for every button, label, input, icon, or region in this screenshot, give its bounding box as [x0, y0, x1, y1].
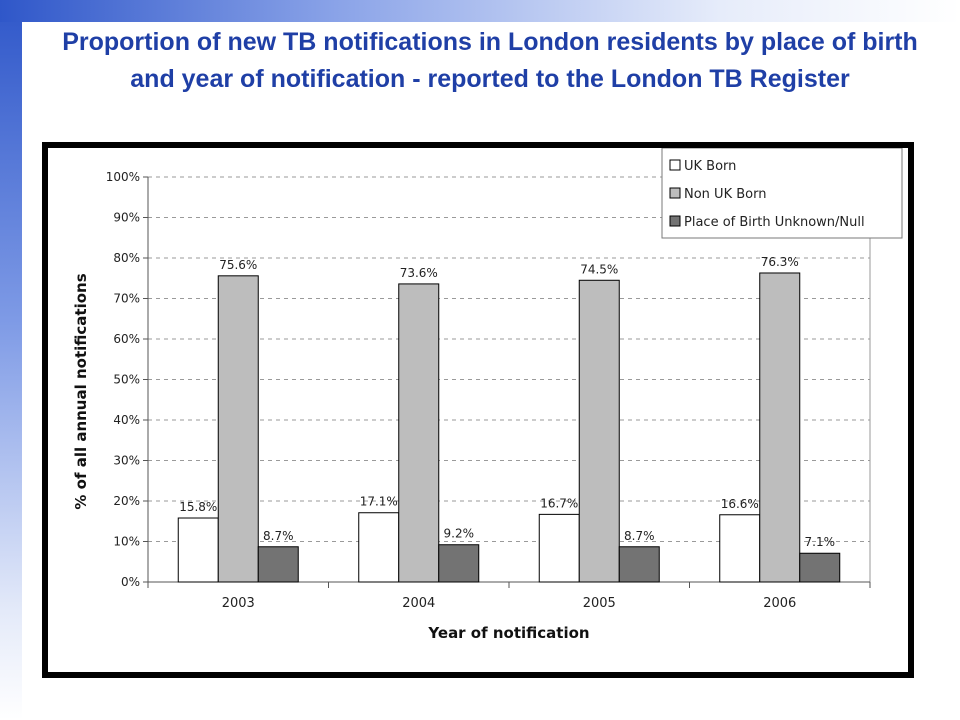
bar-place-of-birth-unknown-null-2005: [618, 546, 660, 583]
data-label-uk-born-2005: 16.7%: [540, 496, 578, 510]
bar-place-of-birth-unknown-null-2004: [438, 544, 480, 583]
bar-place-of-birth-unknown-null-2006: [799, 552, 841, 583]
slide-top-accent-bar: [0, 0, 960, 22]
x-tick-label: 2004: [402, 596, 435, 611]
bar-non-uk-born-2003: [217, 275, 259, 583]
y-tick-label: 100%: [106, 170, 140, 184]
chart-bars: [177, 272, 841, 583]
x-axis-title: Year of notification: [427, 624, 589, 642]
bar-uk-born-2006: [719, 514, 761, 583]
bar-place-of-birth-unknown-null-2003: [257, 546, 299, 583]
data-label-non-uk-born-2003: 75.6%: [219, 258, 257, 272]
data-label-uk-born-2004: 17.1%: [360, 495, 398, 509]
y-axis-title: % of all annual notifications: [72, 273, 90, 509]
bar-chart: 0% 10% 20% 30% 40% 50% 60% 70% 80% 90% 100% 15.8% 7…: [48, 148, 908, 672]
bar-uk-born-2004: [358, 512, 400, 583]
chart-labels: 15.8% 75.6% 8.7% 2003 17.1% 73.6% 9.2% 2004 16.7…: [72, 255, 835, 642]
y-tick-label: 70%: [113, 292, 140, 306]
bar-non-uk-born-2006: [759, 272, 801, 583]
y-tick-label: 90%: [113, 211, 140, 225]
x-tick-label: 2006: [763, 596, 796, 611]
data-label-non-uk-born-2004: 73.6%: [400, 266, 438, 280]
y-tick-label: 30%: [113, 454, 140, 468]
chart-legend: UK Born Non UK Born Place of Birth Unknown…: [661, 148, 903, 239]
bar-non-uk-born-2004: [398, 283, 440, 583]
legend-swatch-place-of-birth-unknown-null: [669, 215, 681, 227]
legend-label-place-of-birth-unknown-null: Place of Birth Unknown/Null: [684, 215, 865, 230]
bar-non-uk-born-2005: [578, 279, 620, 583]
y-tick-label: 10%: [113, 535, 140, 549]
legend-label-uk-born: UK Born: [684, 159, 736, 174]
bar-uk-born-2003: [177, 517, 219, 583]
y-tick-label: 40%: [113, 413, 140, 427]
chart-frame: 0% 10% 20% 30% 40% 50% 60% 70% 80% 90% 100% 15.8% 7…: [42, 142, 914, 678]
slide-title: Proportion of new TB notifications in Lo…: [62, 28, 918, 93]
data-label-non-uk-born-2006: 76.3%: [761, 255, 799, 269]
data-label-uk-born-2006: 16.6%: [721, 497, 759, 511]
legend-label-non-uk-born: Non UK Born: [684, 187, 766, 202]
bar-uk-born-2005: [538, 513, 580, 583]
data-label-place-of-birth-unknown-null-2006: 7.1%: [805, 535, 836, 549]
legend-box: [661, 148, 903, 239]
legend-swatch-non-uk-born: [669, 187, 681, 199]
data-label-uk-born-2003: 15.8%: [179, 500, 217, 514]
y-tick-label: 50%: [113, 373, 140, 387]
data-label-non-uk-born-2005: 74.5%: [580, 262, 618, 276]
y-tick-label: 60%: [113, 332, 140, 346]
y-tick-label: 0%: [121, 575, 140, 589]
slide-left-accent-bar: [0, 0, 22, 720]
data-label-place-of-birth-unknown-null-2003: 8.7%: [263, 529, 294, 543]
data-label-place-of-birth-unknown-null-2004: 9.2%: [444, 527, 475, 541]
data-label-place-of-birth-unknown-null-2005: 8.7%: [624, 529, 655, 543]
legend-swatch-uk-born: [669, 159, 681, 171]
y-tick-label: 80%: [113, 251, 140, 265]
x-tick-label: 2005: [583, 596, 616, 611]
y-tick-label: 20%: [113, 494, 140, 508]
x-tick-label: 2003: [222, 596, 255, 611]
